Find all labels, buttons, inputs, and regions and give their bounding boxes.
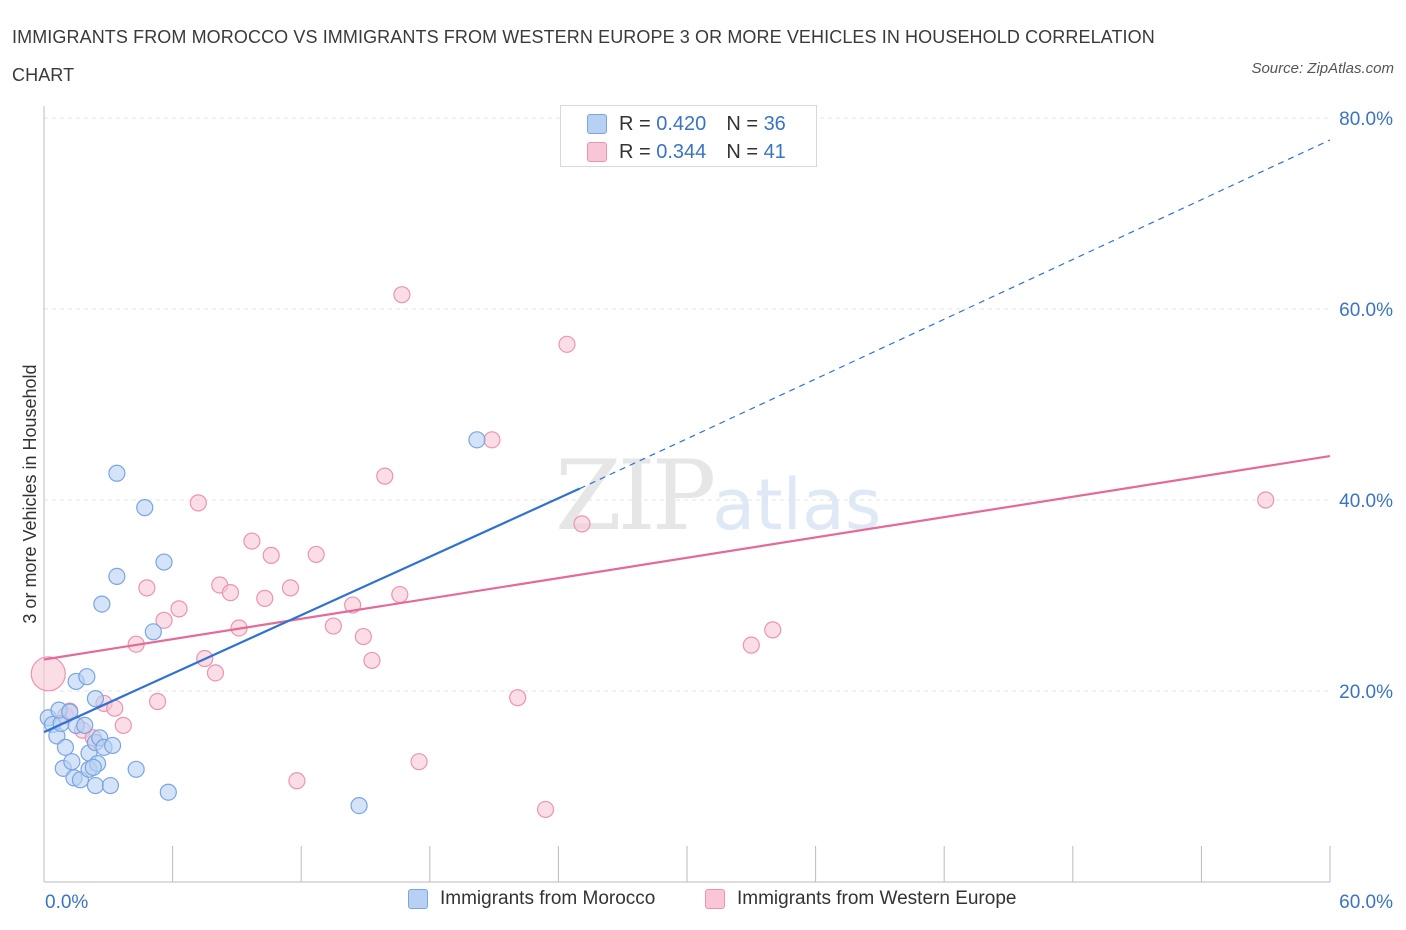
legend-label-western-europe: Immigrants from Western Europe bbox=[737, 888, 1017, 909]
point-morocco bbox=[127, 760, 145, 778]
legend-swatch-western-europe bbox=[705, 889, 725, 909]
legend-n-value: 41 bbox=[763, 140, 786, 163]
point-morocco bbox=[350, 796, 368, 815]
trend-lines bbox=[43, 139, 1331, 734]
point-western-europe bbox=[189, 494, 207, 512]
legend-row-morocco: R = 0.420 N = 36 bbox=[587, 111, 786, 137]
y-axis-label: 3 or more Vehicles in Household bbox=[20, 364, 40, 623]
legend-r-label: R = bbox=[619, 112, 651, 135]
trend-line-morocco bbox=[43, 487, 581, 734]
point-western-europe bbox=[573, 515, 591, 533]
point-morocco bbox=[108, 464, 126, 482]
legend-r-label: R = bbox=[619, 140, 651, 163]
point-morocco bbox=[93, 595, 111, 613]
y-tick-label: 60.0% bbox=[1339, 300, 1393, 321]
legend-n-value: 36 bbox=[763, 112, 786, 135]
legend-label-morocco: Immigrants from Morocco bbox=[440, 888, 656, 909]
point-morocco bbox=[108, 567, 126, 586]
source-label: Source: ZipAtlas.com bbox=[1251, 60, 1394, 77]
axis-labels: 20.0% 40.0% 60.0% 80.0% 0.0% 60.0% 3 or more V… bbox=[20, 109, 1393, 913]
series-legend: Immigrants from Morocco Immigrants from … bbox=[0, 888, 1406, 918]
point-morocco bbox=[144, 623, 162, 641]
point-western-europe bbox=[170, 600, 188, 618]
point-morocco bbox=[86, 776, 105, 795]
point-morocco bbox=[159, 783, 177, 801]
legend-r-value: 0.420 bbox=[656, 112, 707, 135]
point-western-europe bbox=[243, 532, 261, 550]
data-points bbox=[30, 286, 1275, 819]
chart-title: IMMIGRANTS FROM MOROCCO VS IMMIGRANTS FR… bbox=[12, 27, 1155, 85]
trend-line-morocco-extension bbox=[579, 139, 1331, 490]
point-western-europe bbox=[410, 753, 428, 771]
point-western-europe bbox=[148, 692, 167, 711]
point-morocco bbox=[76, 716, 94, 734]
point-western-europe bbox=[354, 627, 372, 646]
x-tick-label: 60.0% bbox=[1339, 892, 1393, 913]
watermark-zip: ZIP bbox=[555, 440, 716, 552]
point-western-europe bbox=[256, 589, 274, 607]
point-western-europe bbox=[393, 286, 411, 304]
legend-n-label: N = bbox=[726, 112, 758, 135]
y-tick-label: 40.0% bbox=[1339, 491, 1393, 512]
legend-item-morocco[interactable]: Immigrants from Morocco bbox=[408, 888, 655, 910]
legend-row-western-europe: R = 0.344 N = 41 bbox=[587, 139, 786, 165]
legend-swatch-western-europe bbox=[587, 142, 607, 162]
point-western-europe bbox=[483, 431, 501, 449]
point-western-europe bbox=[281, 579, 300, 597]
point-western-europe bbox=[155, 611, 173, 629]
point-morocco bbox=[155, 553, 173, 571]
point-western-europe bbox=[536, 800, 555, 819]
correlation-legend: R = 0.420 N = 36 R = 0.344 N = 41 bbox=[560, 105, 817, 167]
point-western-europe bbox=[221, 584, 240, 602]
point-morocco bbox=[103, 736, 122, 755]
legend-item-western-europe[interactable]: Immigrants from Western Europe bbox=[705, 888, 1016, 910]
legend-swatch-morocco bbox=[408, 889, 428, 909]
point-western-europe bbox=[307, 545, 325, 564]
legend-r-value: 0.344 bbox=[656, 140, 707, 163]
legend-n-label: N = bbox=[726, 140, 758, 163]
point-western-europe bbox=[288, 772, 306, 790]
point-western-europe bbox=[30, 656, 66, 692]
point-western-europe bbox=[509, 689, 527, 707]
point-western-europe bbox=[138, 579, 156, 597]
y-tick-label: 20.0% bbox=[1339, 682, 1393, 703]
point-western-europe bbox=[262, 546, 280, 564]
point-western-europe bbox=[764, 621, 782, 639]
point-morocco bbox=[468, 431, 486, 449]
grid-lines bbox=[44, 117, 1330, 692]
y-tick-label: 80.0% bbox=[1339, 109, 1393, 130]
point-western-europe bbox=[376, 467, 394, 485]
point-western-europe bbox=[391, 585, 409, 604]
point-morocco bbox=[56, 738, 75, 756]
point-morocco bbox=[136, 499, 154, 517]
point-morocco bbox=[63, 753, 81, 771]
point-western-europe bbox=[558, 335, 576, 353]
point-morocco bbox=[78, 668, 96, 686]
point-morocco bbox=[101, 776, 120, 795]
point-western-europe bbox=[1257, 491, 1275, 509]
point-western-europe bbox=[324, 617, 342, 635]
point-morocco bbox=[84, 758, 102, 777]
trend-line-western-europe bbox=[43, 454, 1331, 661]
watermark: ZIPatlas bbox=[555, 440, 881, 552]
point-western-europe bbox=[742, 636, 760, 654]
point-western-europe bbox=[114, 716, 132, 734]
x-tick-label: 0.0% bbox=[45, 892, 88, 913]
point-western-europe bbox=[206, 664, 225, 682]
point-morocco bbox=[86, 690, 105, 708]
axes bbox=[43, 106, 1331, 883]
legend-swatch-morocco bbox=[587, 114, 607, 134]
point-western-europe bbox=[363, 651, 381, 670]
